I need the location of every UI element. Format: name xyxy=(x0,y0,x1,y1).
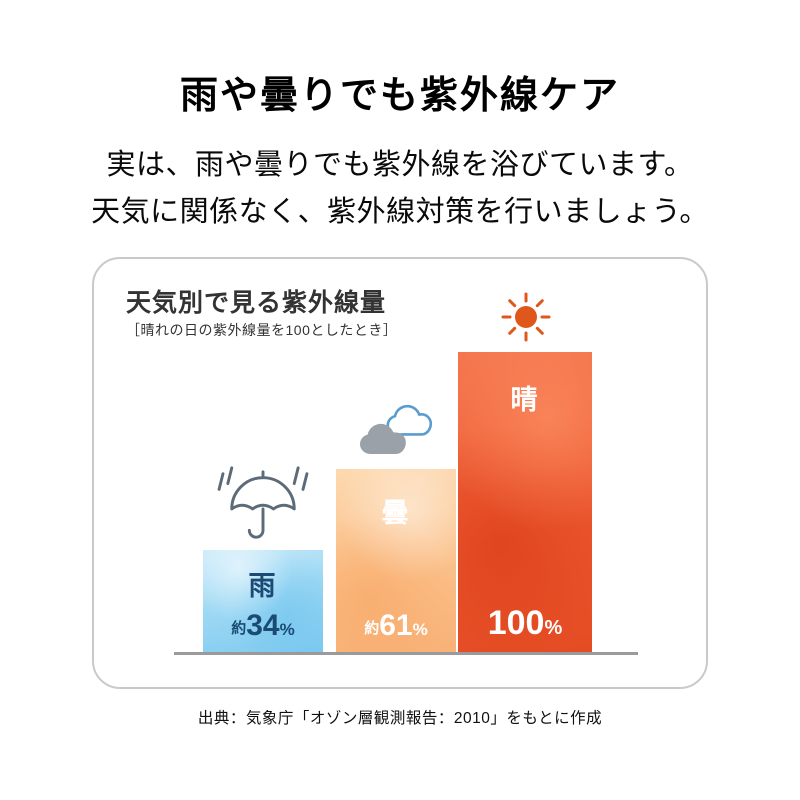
bar-cloudy-value: 約61% xyxy=(336,609,456,643)
bar-sunny: 晴 100% xyxy=(458,352,592,652)
clouds-icon xyxy=(356,403,436,461)
bar-rain-value: 約34% xyxy=(203,609,323,643)
bar-cloudy-value-unit: % xyxy=(412,620,428,639)
lead-line-1: 実は、雨や曇りでも紫外線を浴びています。 xyxy=(106,149,694,181)
bar-sunny-value: 100% xyxy=(458,604,592,643)
bar-cloudy-value-number: 61 xyxy=(379,609,413,642)
chart-title: 天気別で見る紫外線量 xyxy=(126,289,387,317)
chart-note: ［晴れの日の紫外線量を100としたとき］ xyxy=(126,322,398,338)
bar-rain-value-number: 34 xyxy=(246,609,280,642)
page-title: 雨や曇りでも紫外線ケア xyxy=(179,75,620,117)
chart-baseline xyxy=(174,652,638,655)
bar-rain-value-prefix: 約 xyxy=(231,620,247,637)
bar-sunny-value-unit: % xyxy=(544,617,563,639)
bar-rain-label: 雨 xyxy=(248,571,278,601)
source-note: 出典：気象庁「オゾン層観測報告：2010」をもとに作成 xyxy=(197,710,603,727)
bar-cloudy-value-prefix: 約 xyxy=(364,620,380,637)
sun-icon xyxy=(498,289,554,345)
lead-text: 実は、雨や曇りでも紫外線を浴びています。 天気に関係なく、紫外線対策を行いましょ… xyxy=(0,142,800,236)
umbrella-rain-icon xyxy=(211,464,315,546)
lead-line-2: 天気に関係なく、紫外線対策を行いましょう。 xyxy=(91,196,709,228)
bar-cloudy: 曇 約61% xyxy=(336,469,456,652)
bar-sunny-value-number: 100 xyxy=(487,604,545,642)
bar-sunny-label: 晴 xyxy=(510,385,540,415)
chart-card: 天気別で見る紫外線量 ［晴れの日の紫外線量を100としたとき］ xyxy=(92,257,708,689)
bar-cloudy-label: 曇 xyxy=(381,498,411,528)
bar-rain-value-unit: % xyxy=(279,620,295,639)
bar-rain: 雨 約34% xyxy=(203,550,323,652)
